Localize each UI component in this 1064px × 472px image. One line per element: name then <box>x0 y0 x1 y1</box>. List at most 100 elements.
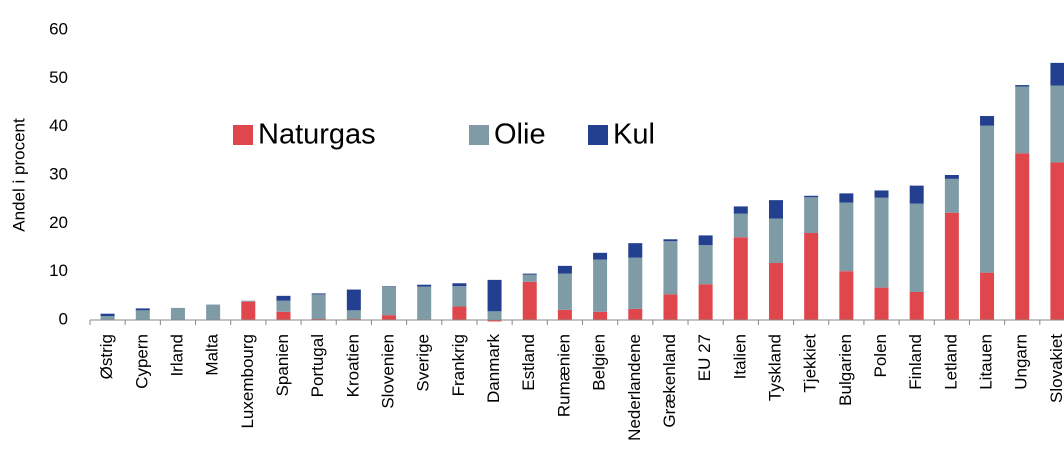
bar-segment <box>980 116 995 126</box>
bar-segment <box>698 235 713 246</box>
bar-segment <box>909 203 924 292</box>
bar-segment <box>487 320 502 322</box>
legend-swatch <box>233 125 253 145</box>
x-tick-label: Letland <box>941 334 960 390</box>
bar-segment <box>733 237 748 320</box>
bar-segment <box>522 281 537 320</box>
bar-segment <box>487 279 502 312</box>
y-tick-label: 10 <box>49 261 68 280</box>
bar-segment <box>311 293 326 295</box>
bar-segment <box>804 195 819 198</box>
bar-segment <box>557 265 572 274</box>
bar-segment <box>909 185 924 204</box>
bar-segment <box>839 202 854 272</box>
bar-segment <box>346 310 361 320</box>
bar-segment <box>628 308 643 320</box>
bar-segment <box>522 274 537 282</box>
bar-segment <box>874 287 889 320</box>
bar-segment <box>874 190 889 198</box>
bar-segment <box>804 233 819 320</box>
bar-segment <box>768 218 783 263</box>
bar-segment <box>944 212 959 320</box>
legend-label: Naturgas <box>258 119 376 151</box>
x-tick-label: Tyskland <box>765 334 784 401</box>
y-tick-label: 30 <box>49 164 68 183</box>
bar-segment <box>804 197 819 233</box>
legend-label: Olie <box>494 119 546 151</box>
x-tick-label: Finland <box>906 334 925 390</box>
bar-segment <box>417 284 432 287</box>
bar-segment <box>733 206 748 214</box>
bar-segment <box>100 316 115 320</box>
x-tick-label: Cypern <box>132 334 151 389</box>
x-tick-label: Slovakiet <box>1047 334 1064 403</box>
bar-segment <box>768 200 783 219</box>
x-tick-label: Kroatien <box>343 334 362 397</box>
bar-segment <box>698 284 713 320</box>
x-tick-label: Italien <box>730 334 749 379</box>
bar-segment <box>1050 62 1064 86</box>
bar-segment <box>1015 85 1030 87</box>
x-tick-label: Bulgarien <box>836 334 855 406</box>
bar-segment <box>100 313 115 317</box>
x-tick-label: Ungarn <box>1012 334 1031 390</box>
x-tick-label: Sverige <box>414 334 433 392</box>
bar-segment <box>276 300 291 312</box>
y-axis-label: Andel i procent <box>9 118 28 232</box>
x-tick-label: Portugal <box>308 334 327 397</box>
bar-segment <box>206 304 221 320</box>
bar-segment <box>593 311 608 320</box>
y-tick-label: 50 <box>49 68 68 87</box>
bar-segment <box>768 262 783 320</box>
bar-segment <box>663 241 678 295</box>
bar-segment <box>628 243 643 258</box>
x-tick-label: Tjekkiet <box>801 334 820 393</box>
legend-swatch <box>469 125 489 145</box>
x-tick-label: Rumænien <box>554 334 573 417</box>
bar-segment <box>487 311 502 320</box>
legend-label: Kul <box>613 119 655 151</box>
x-tick-label: Danmark <box>484 334 503 403</box>
bar-segment <box>698 245 713 285</box>
x-tick-label: Østrig <box>97 334 116 379</box>
bar-segment <box>311 294 326 320</box>
bar-segment <box>663 239 678 242</box>
bar-segment <box>980 125 995 273</box>
x-tick-label: Grækenland <box>660 334 679 428</box>
bar-segment <box>417 286 432 320</box>
bar-segment <box>557 309 572 320</box>
bar-segment <box>944 178 959 213</box>
x-tick-label: Estland <box>519 334 538 391</box>
bar-segment <box>382 315 397 320</box>
x-tick-label: EU 27 <box>695 334 714 381</box>
x-tick-label: Malta <box>203 333 222 375</box>
bar-segment <box>874 197 889 288</box>
bar-segment <box>1015 153 1030 320</box>
x-tick-label: Luxembourg <box>238 334 257 429</box>
y-tick-label: 0 <box>59 309 68 328</box>
x-tick-label: Irland <box>167 334 186 377</box>
x-tick-label: Spanien <box>273 334 292 396</box>
bar-segment <box>909 291 924 320</box>
bar-segment <box>452 286 467 307</box>
bar-segment <box>276 295 291 301</box>
bar-segment <box>135 308 150 311</box>
x-tick-label: Polen <box>871 334 890 377</box>
bar-segment <box>593 252 608 260</box>
bar-segment <box>980 272 995 320</box>
bar-segment <box>1050 85 1064 163</box>
bar-segment <box>346 289 361 311</box>
bar-segment <box>628 257 643 309</box>
x-tick-label: Nederlandene <box>625 334 644 441</box>
y-tick-label: 40 <box>49 116 68 135</box>
bar-segment <box>276 311 291 320</box>
bar-segment <box>1015 86 1030 154</box>
bar-segment <box>1050 162 1064 320</box>
bar-segment <box>593 259 608 312</box>
bar-segment <box>382 286 397 316</box>
bar-segment <box>452 283 467 287</box>
x-tick-label: Frankrig <box>449 334 468 396</box>
x-tick-label: Belgien <box>590 334 609 391</box>
legend-swatch <box>588 125 608 145</box>
